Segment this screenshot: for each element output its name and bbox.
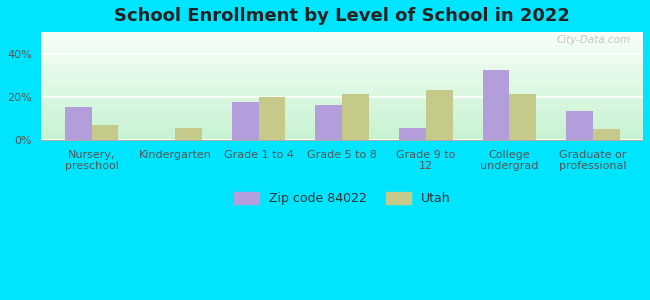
Bar bbox=[482, 70, 510, 140]
Text: City-Data.com: City-Data.com bbox=[557, 35, 631, 45]
Bar bbox=[510, 94, 536, 140]
Bar bbox=[426, 90, 452, 140]
Legend: Zip code 84022, Utah: Zip code 84022, Utah bbox=[229, 187, 456, 210]
Bar bbox=[399, 128, 426, 140]
Title: School Enrollment by Level of School in 2022: School Enrollment by Level of School in … bbox=[114, 7, 570, 25]
Bar bbox=[315, 106, 343, 140]
Bar bbox=[92, 125, 118, 140]
Bar bbox=[566, 111, 593, 140]
Bar bbox=[259, 97, 285, 140]
Bar bbox=[232, 102, 259, 140]
Bar bbox=[65, 106, 92, 140]
Bar bbox=[593, 129, 619, 140]
Bar bbox=[175, 128, 202, 140]
Bar bbox=[343, 94, 369, 140]
